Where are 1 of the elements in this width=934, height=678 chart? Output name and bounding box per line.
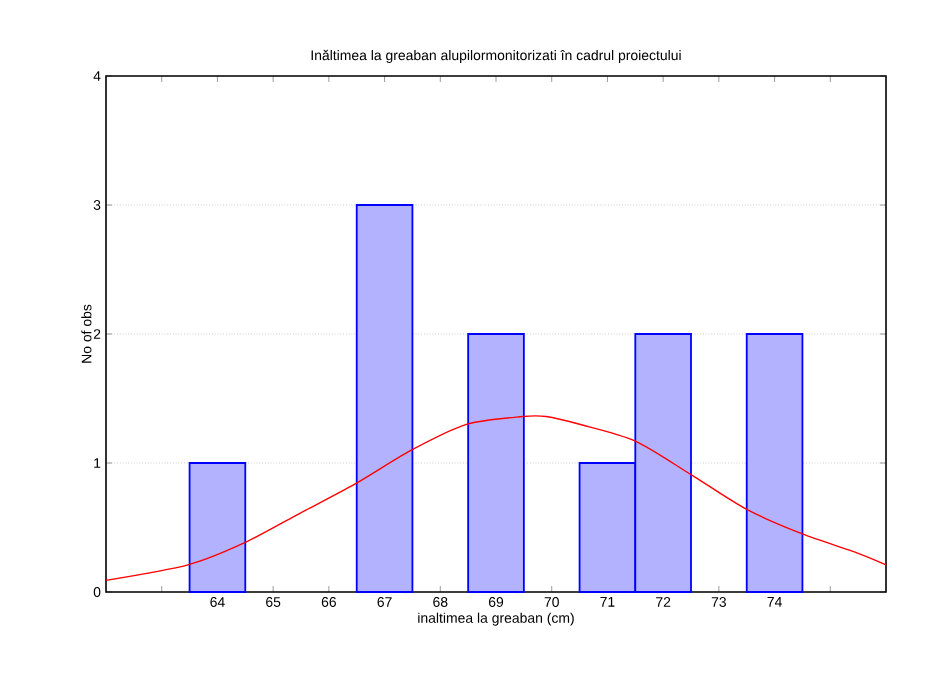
line-series — [105, 415, 887, 582]
